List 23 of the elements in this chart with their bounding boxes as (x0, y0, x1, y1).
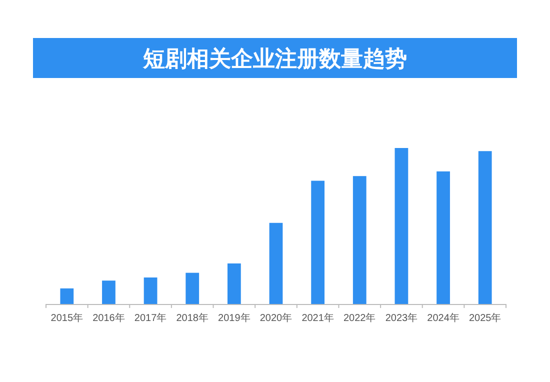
x-tick-label: 2022年 (344, 312, 376, 324)
bar (227, 263, 241, 304)
x-tick-label: 2021年 (302, 312, 334, 324)
x-tick-label: 2017年 (134, 312, 167, 324)
bar (394, 148, 408, 304)
x-tick-label: 2015年 (50, 312, 84, 324)
x-tick-label: 2025年 (468, 312, 502, 324)
chart-title: 短剧相关企业注册数量趋势 (142, 46, 407, 71)
x-tick-label: 2016年 (92, 312, 125, 324)
bar (60, 288, 74, 304)
x-tick-label: 2024年 (427, 312, 460, 324)
bar (269, 222, 283, 304)
bar (352, 176, 366, 304)
bar (436, 171, 450, 304)
bar (311, 180, 325, 304)
bar (144, 277, 158, 304)
x-tick-label: 2018年 (176, 312, 208, 324)
bar (102, 280, 116, 304)
x-tick-label: 2019年 (218, 312, 250, 324)
x-tick-label: 2023年 (385, 312, 418, 324)
bar (478, 151, 492, 304)
x-tick-label: 2020年 (260, 312, 292, 324)
bar (186, 272, 200, 304)
